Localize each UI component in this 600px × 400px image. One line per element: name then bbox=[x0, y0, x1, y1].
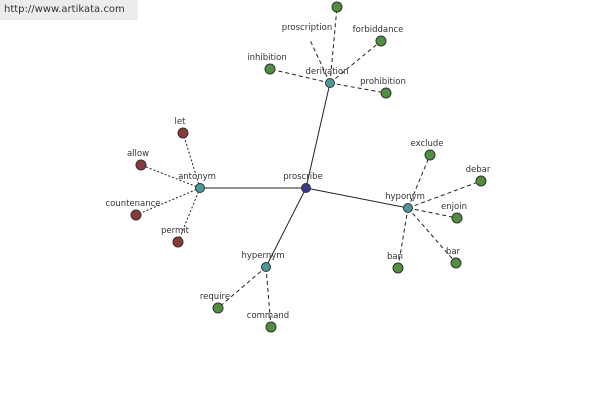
edge bbox=[177, 187, 201, 243]
node-label: countenance bbox=[105, 199, 160, 209]
node-label: inhibition bbox=[247, 53, 287, 63]
edge bbox=[305, 82, 331, 189]
node-label: hypernym bbox=[241, 251, 284, 261]
edge bbox=[407, 207, 457, 264]
node-label: proscription bbox=[282, 23, 333, 33]
edge bbox=[397, 207, 409, 269]
node-label: forbiddance bbox=[353, 25, 404, 35]
edge bbox=[329, 82, 387, 94]
edge bbox=[269, 68, 331, 84]
node bbox=[375, 35, 387, 47]
node bbox=[424, 149, 436, 161]
node-label: exclude bbox=[410, 139, 443, 149]
node-label: debar bbox=[466, 165, 491, 175]
node-label: proscribe bbox=[283, 172, 323, 182]
edge bbox=[407, 154, 431, 209]
node bbox=[265, 321, 277, 333]
node bbox=[130, 209, 142, 221]
node-label: bar bbox=[446, 247, 461, 257]
node bbox=[264, 63, 276, 75]
node-label: allow bbox=[127, 149, 149, 159]
node-label: prohibition bbox=[360, 77, 406, 87]
node bbox=[212, 302, 224, 314]
node-label: require bbox=[200, 292, 230, 302]
node bbox=[380, 87, 392, 99]
edge bbox=[217, 266, 267, 309]
watermark: http://www.artikata.com bbox=[0, 0, 138, 20]
node-label: permit bbox=[161, 226, 190, 236]
node-label: derivation bbox=[305, 67, 348, 77]
node-label: let bbox=[175, 117, 187, 127]
node bbox=[325, 78, 335, 88]
node-label: ban bbox=[387, 252, 403, 262]
node-label: hyponym bbox=[385, 192, 425, 202]
node bbox=[261, 262, 271, 272]
edge bbox=[407, 180, 482, 209]
edge bbox=[407, 207, 458, 219]
node-label: antonym bbox=[178, 172, 216, 182]
edge bbox=[140, 164, 201, 189]
node bbox=[403, 203, 413, 213]
node bbox=[172, 236, 184, 248]
edge bbox=[305, 187, 409, 209]
node bbox=[195, 183, 205, 193]
node bbox=[451, 212, 463, 224]
node bbox=[301, 183, 311, 193]
node bbox=[475, 175, 487, 187]
node bbox=[392, 262, 404, 274]
node-label: command bbox=[247, 311, 289, 321]
edge bbox=[265, 187, 307, 268]
edge bbox=[265, 266, 272, 328]
edge bbox=[182, 132, 201, 189]
edge bbox=[329, 6, 338, 84]
edge bbox=[309, 39, 331, 84]
node-label: enjoin bbox=[441, 202, 467, 212]
node bbox=[450, 257, 462, 269]
edge bbox=[135, 187, 201, 216]
node bbox=[331, 1, 343, 13]
node bbox=[135, 159, 147, 171]
node bbox=[177, 127, 189, 139]
